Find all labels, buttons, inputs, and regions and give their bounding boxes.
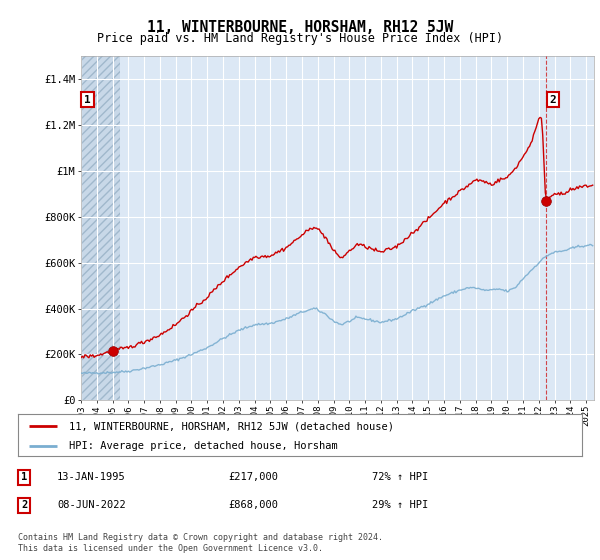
Text: 11, WINTERBOURNE, HORSHAM, RH12 5JW: 11, WINTERBOURNE, HORSHAM, RH12 5JW <box>147 20 453 35</box>
Text: Price paid vs. HM Land Registry's House Price Index (HPI): Price paid vs. HM Land Registry's House … <box>97 32 503 45</box>
Text: 2: 2 <box>550 95 557 105</box>
Text: 2: 2 <box>21 500 27 510</box>
Text: 08-JUN-2022: 08-JUN-2022 <box>57 500 126 510</box>
Text: 1: 1 <box>84 95 91 105</box>
Text: 11, WINTERBOURNE, HORSHAM, RH12 5JW (detached house): 11, WINTERBOURNE, HORSHAM, RH12 5JW (det… <box>69 421 394 431</box>
Text: 1: 1 <box>21 472 27 482</box>
Text: £217,000: £217,000 <box>228 472 278 482</box>
Text: 72% ↑ HPI: 72% ↑ HPI <box>372 472 428 482</box>
Text: 29% ↑ HPI: 29% ↑ HPI <box>372 500 428 510</box>
Text: £868,000: £868,000 <box>228 500 278 510</box>
Text: 13-JAN-1995: 13-JAN-1995 <box>57 472 126 482</box>
Text: Contains HM Land Registry data © Crown copyright and database right 2024.
This d: Contains HM Land Registry data © Crown c… <box>18 533 383 553</box>
Text: HPI: Average price, detached house, Horsham: HPI: Average price, detached house, Hors… <box>69 441 338 451</box>
Bar <box>81 56 121 400</box>
